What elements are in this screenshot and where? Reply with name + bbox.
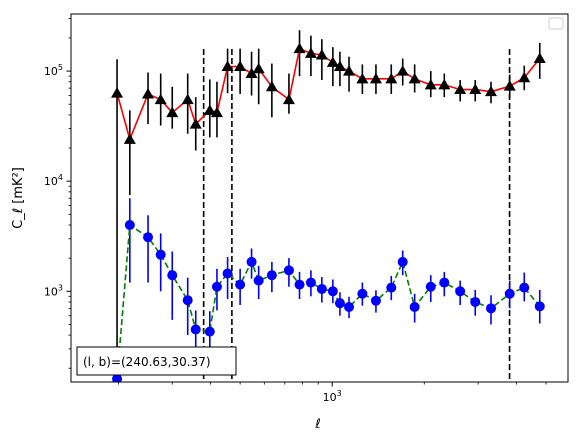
x-tick-label-0: 103 xyxy=(323,389,342,404)
marker-circle-s1-p11 xyxy=(246,256,257,267)
marker-triangle-s0-p6 xyxy=(189,118,202,129)
marker-triangle-s0-p15 xyxy=(293,42,306,54)
marker-circle-s1-p15 xyxy=(294,279,305,290)
marker-triangle-s0-p10 xyxy=(234,60,247,72)
marker-circle-s1-p17 xyxy=(316,283,327,294)
marker-circle-s1-p31 xyxy=(504,288,515,299)
marker-circle-s1-p9 xyxy=(222,268,233,279)
marker-triangle-s0-p12 xyxy=(252,62,265,74)
marker-circle-s1-p19 xyxy=(334,298,345,309)
marker-triangle-s0-p28 xyxy=(454,83,467,95)
marker-triangle-s0-p3 xyxy=(154,93,167,105)
marker-circle-s1-p2 xyxy=(143,232,154,243)
y-tick-label-0: 103 xyxy=(44,283,63,298)
error-bars xyxy=(116,30,541,382)
marker-triangle-s0-p26 xyxy=(424,78,437,90)
x-axis-ticks: 103 xyxy=(117,382,547,404)
marker-triangle-s0-p0 xyxy=(111,87,124,98)
marker-circle-s1-p3 xyxy=(155,249,166,260)
marker-triangle-s0-p16 xyxy=(304,47,317,58)
marker-circle-s1-p26 xyxy=(425,281,436,292)
marker-circle-s1-p0 xyxy=(112,373,123,382)
marker-triangle-s0-p13 xyxy=(265,80,278,92)
marker-circle-s1-p18 xyxy=(327,286,338,297)
marker-circle-s1-p16 xyxy=(305,277,316,288)
annotation-box xyxy=(76,346,237,376)
vertical-lines xyxy=(202,49,511,382)
marker-circle-s1-p25 xyxy=(409,301,420,312)
marker-circle-s1-p30 xyxy=(486,303,497,314)
marker-triangle-s0-p20 xyxy=(343,65,356,76)
series-line-1 xyxy=(116,224,541,379)
y-tick-label-2: 105 xyxy=(44,63,63,78)
marker-triangle-s0-p24 xyxy=(396,65,409,76)
marker-circle-s1-p20 xyxy=(344,301,355,312)
legend-box xyxy=(548,17,564,30)
marker-circle-s1-p32 xyxy=(519,282,530,293)
marker-circle-s1-p21 xyxy=(357,288,368,299)
marker-triangle-s0-p23 xyxy=(385,72,398,84)
marker-circle-s1-p1 xyxy=(124,220,135,231)
marker-circle-s1-p14 xyxy=(283,265,294,276)
series-line-0 xyxy=(116,47,541,141)
marker-triangle-s0-p33 xyxy=(533,52,546,64)
marker-triangle-s0-p2 xyxy=(142,87,155,99)
marker-triangle-s0-p7 xyxy=(203,104,216,115)
marker-circle-s1-p4 xyxy=(167,270,178,281)
y-tick-label-1: 104 xyxy=(44,173,63,188)
marker-triangle-s0-p11 xyxy=(245,67,258,79)
marker-circle-s1-p29 xyxy=(470,296,481,307)
marker-triangle-s0-p30 xyxy=(485,85,498,97)
y-axis-ticks: 103 104 105 xyxy=(44,18,71,369)
y-axis-label: C_ℓ [mK²] xyxy=(11,167,26,229)
marker-circle-s1-p33 xyxy=(534,301,545,312)
marker-triangle-s0-p1 xyxy=(123,133,136,144)
marker-triangle-s0-p18 xyxy=(326,56,339,67)
marker-triangle-s0-p22 xyxy=(369,72,382,84)
marker-triangle-s0-p21 xyxy=(356,72,369,84)
marker-triangle-s0-p8 xyxy=(210,106,223,118)
marker-circle-s1-p12 xyxy=(253,275,264,286)
series-lines xyxy=(116,47,541,379)
plot-area xyxy=(71,14,568,382)
marker-circle-s1-p7 xyxy=(204,326,215,337)
marker-triangle-s0-p19 xyxy=(333,60,346,72)
x-axis-label: ℓ xyxy=(314,417,320,432)
marker-triangle-s0-p5 xyxy=(181,93,194,105)
marker-triangle-s0-p4 xyxy=(166,106,179,118)
annotation-text: (l, b)=(240.63,30.37) xyxy=(83,355,211,369)
marker-circle-s1-p27 xyxy=(439,277,450,288)
marker-circle-s1-p10 xyxy=(235,279,246,290)
marker-triangle-s0-p31 xyxy=(503,80,516,91)
marker-circle-s1-p22 xyxy=(370,295,381,306)
marker-triangle-s0-p14 xyxy=(282,93,295,105)
marker-triangle-s0-p29 xyxy=(469,83,482,95)
marker-triangle-s0-p32 xyxy=(518,71,531,83)
marker-triangle-s0-p9 xyxy=(221,60,234,72)
series-markers xyxy=(111,42,546,382)
marker-triangle-s0-p17 xyxy=(315,48,328,60)
marker-circle-s1-p6 xyxy=(190,324,201,335)
marker-circle-s1-p13 xyxy=(266,270,277,281)
marker-triangle-s0-p27 xyxy=(438,78,451,90)
marker-circle-s1-p23 xyxy=(386,282,397,293)
marker-circle-s1-p5 xyxy=(182,295,193,306)
marker-triangle-s0-p25 xyxy=(408,72,421,84)
marker-circle-s1-p24 xyxy=(397,256,408,267)
marker-circle-s1-p28 xyxy=(455,286,466,297)
marker-circle-s1-p8 xyxy=(211,281,222,292)
